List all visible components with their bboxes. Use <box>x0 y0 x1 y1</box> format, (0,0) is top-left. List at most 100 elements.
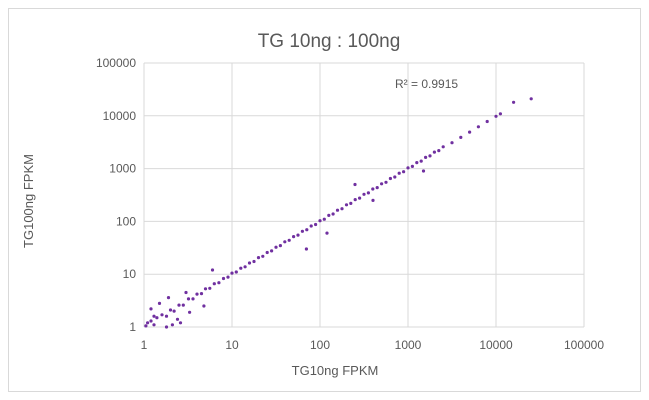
data-point <box>230 271 234 275</box>
data-point <box>406 166 410 170</box>
gridlines <box>143 62 585 328</box>
data-point <box>296 233 300 237</box>
data-point <box>172 309 176 313</box>
data-point <box>184 290 188 295</box>
data-point <box>178 321 183 325</box>
data-point <box>212 282 216 286</box>
y-tick-label: 10 <box>123 267 137 281</box>
data-point <box>366 191 370 195</box>
data-point <box>181 303 185 307</box>
data-point <box>164 325 169 329</box>
data-point <box>375 186 379 190</box>
data-point <box>287 238 291 242</box>
data-point <box>177 303 181 307</box>
data-point <box>353 198 357 202</box>
data-point <box>393 175 397 179</box>
chart-title: TG 10ng : 100ng <box>258 31 401 52</box>
data-point <box>265 250 269 255</box>
y-axis-label: TG100ng FPKM <box>21 154 36 248</box>
data-point <box>278 244 282 248</box>
data-point <box>402 170 406 174</box>
y-tick-label: 100 <box>116 214 136 228</box>
data-point <box>292 235 296 239</box>
data-point <box>166 296 171 300</box>
data-point <box>144 324 148 328</box>
data-point <box>468 130 472 134</box>
data-point <box>410 164 414 168</box>
x-tick-label: 10 <box>225 338 239 352</box>
data-point <box>283 240 287 244</box>
data-point <box>424 155 428 159</box>
data-point <box>498 112 502 116</box>
data-point <box>300 229 304 233</box>
data-point <box>168 308 173 312</box>
data-point <box>186 297 191 301</box>
data-point <box>314 222 318 227</box>
data-point <box>362 192 366 196</box>
data-point <box>512 100 516 104</box>
data-point <box>340 207 344 211</box>
data-point <box>305 228 309 232</box>
data-point <box>384 180 388 184</box>
r-squared-annotation: R² = 0.9915 <box>395 77 458 91</box>
data-point <box>157 301 162 305</box>
data-point <box>397 171 401 175</box>
data-point <box>331 212 335 216</box>
data-point <box>419 159 423 163</box>
data-point <box>160 313 164 317</box>
data-point <box>388 176 392 181</box>
data-point <box>203 287 208 291</box>
data-point <box>221 276 226 281</box>
data-point <box>239 266 243 270</box>
data-point <box>252 259 256 264</box>
data-point <box>529 97 533 101</box>
data-point <box>476 125 480 129</box>
data-point <box>175 317 180 321</box>
data-point <box>234 270 238 274</box>
data-point <box>199 292 204 296</box>
data-point <box>322 217 326 221</box>
data-point <box>256 256 261 260</box>
data-point <box>195 292 199 296</box>
data-point <box>349 201 353 205</box>
data-point <box>149 319 153 323</box>
data-point <box>327 213 331 217</box>
data-point <box>485 119 489 124</box>
data-point <box>152 314 156 318</box>
x-axis-ticks: 1 10 100 1000 10000 100000 <box>141 338 605 352</box>
data-point <box>146 321 150 325</box>
data-point <box>344 203 349 207</box>
data-point <box>421 169 426 173</box>
data-point <box>432 150 436 154</box>
data-point <box>428 154 432 158</box>
data-point <box>415 161 419 165</box>
data-point <box>191 297 195 301</box>
y-tick-label: 100000 <box>96 56 136 70</box>
data-point <box>325 231 329 235</box>
data-point <box>371 187 375 191</box>
x-tick-label: 1 <box>141 338 148 352</box>
data-point <box>155 316 159 320</box>
x-tick-label: 1000 <box>395 338 422 352</box>
data-point <box>304 247 308 251</box>
data-point <box>208 286 212 290</box>
data-point <box>437 149 441 153</box>
data-point <box>261 254 265 258</box>
data-point <box>164 314 169 318</box>
y-tick-label: 10000 <box>103 109 137 123</box>
data-point <box>188 310 192 314</box>
data-point <box>309 224 313 228</box>
data-point <box>441 145 445 149</box>
data-point <box>170 323 174 327</box>
data-point <box>217 281 221 285</box>
data-point <box>202 304 206 308</box>
x-axis-label: TG10ng FPKM <box>292 363 379 378</box>
data-point <box>152 323 156 327</box>
x-tick-label: 10000 <box>479 338 513 352</box>
data-point <box>459 135 463 139</box>
data-point <box>380 182 384 186</box>
data-point <box>335 208 340 212</box>
x-tick-label: 100000 <box>564 338 604 352</box>
